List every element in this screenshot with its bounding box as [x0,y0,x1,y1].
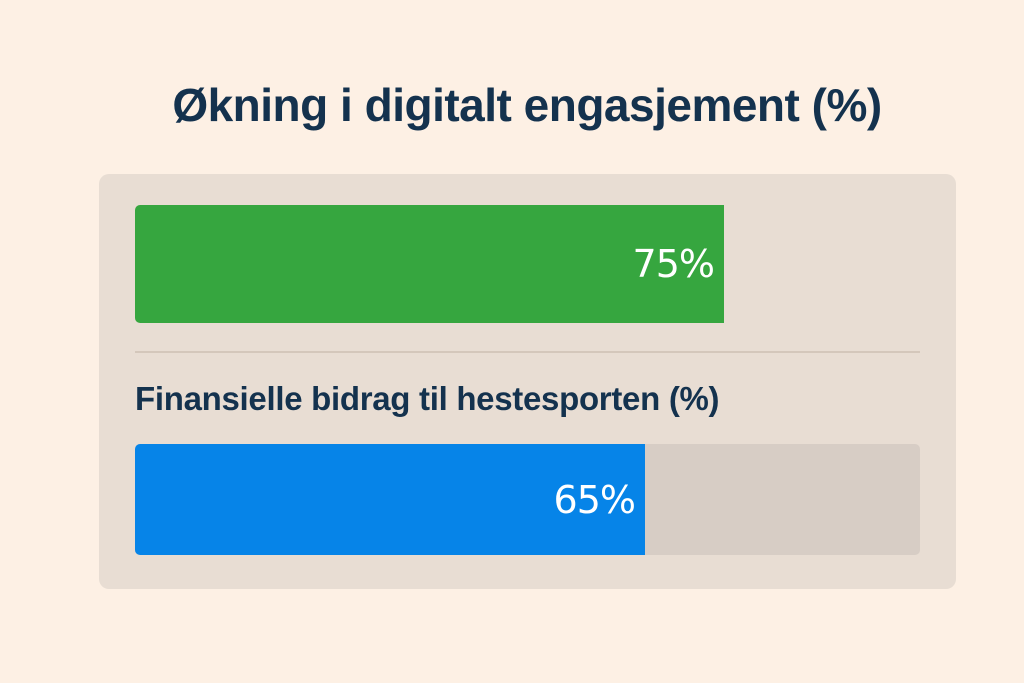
bar-financial-contributions: 65% [135,444,645,555]
divider [135,351,920,353]
bar-digital-engagement: 75% [135,205,724,323]
bar-value-label-1: 75% [632,242,715,286]
chart-title: Økning i digitalt engasjement (%) [172,79,882,131]
bar-value-label-2: 65% [553,477,636,522]
chart-panel: 75% Finansielle bidrag til hestesporten … [99,174,956,589]
series-title-financial: Finansielle bidrag til hestesporten (%) [135,380,720,417]
bar-track-1: 75% [135,205,920,323]
bar-track-2: 65% [135,444,920,555]
